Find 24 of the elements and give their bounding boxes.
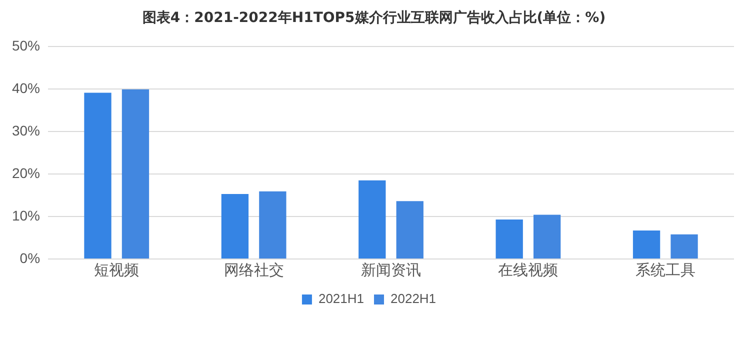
x-tick-label: 在线视频 (498, 262, 558, 280)
bar (358, 180, 386, 258)
y-tick-label: 0% (20, 250, 40, 266)
bar (221, 194, 249, 258)
x-tick-label: 新闻资讯 (361, 262, 422, 280)
bar (84, 92, 112, 258)
x-tick-label: 系统工具 (635, 262, 696, 280)
x-tick-label: 短视频 (94, 262, 140, 280)
x-tick-label: 网络社交 (224, 262, 284, 280)
bar (259, 191, 286, 258)
bar (533, 214, 561, 258)
legend-label: 2022H1 (390, 291, 436, 306)
bar (122, 89, 150, 258)
legend-label: 2021H1 (318, 291, 364, 306)
y-tick-label: 50% (12, 37, 40, 54)
bar (632, 230, 660, 258)
bar (396, 201, 424, 258)
y-tick-label: 30% (12, 122, 40, 138)
bar (670, 234, 698, 258)
y-tick-label: 10% (12, 207, 40, 224)
y-tick-label: 20% (12, 164, 40, 181)
chart-title: 图表4：2021-2022年H1TOP5媒介行业互联网广告收入占比(单位：%) (141, 8, 607, 28)
bar (496, 219, 523, 258)
y-tick-label: 40% (12, 80, 40, 96)
